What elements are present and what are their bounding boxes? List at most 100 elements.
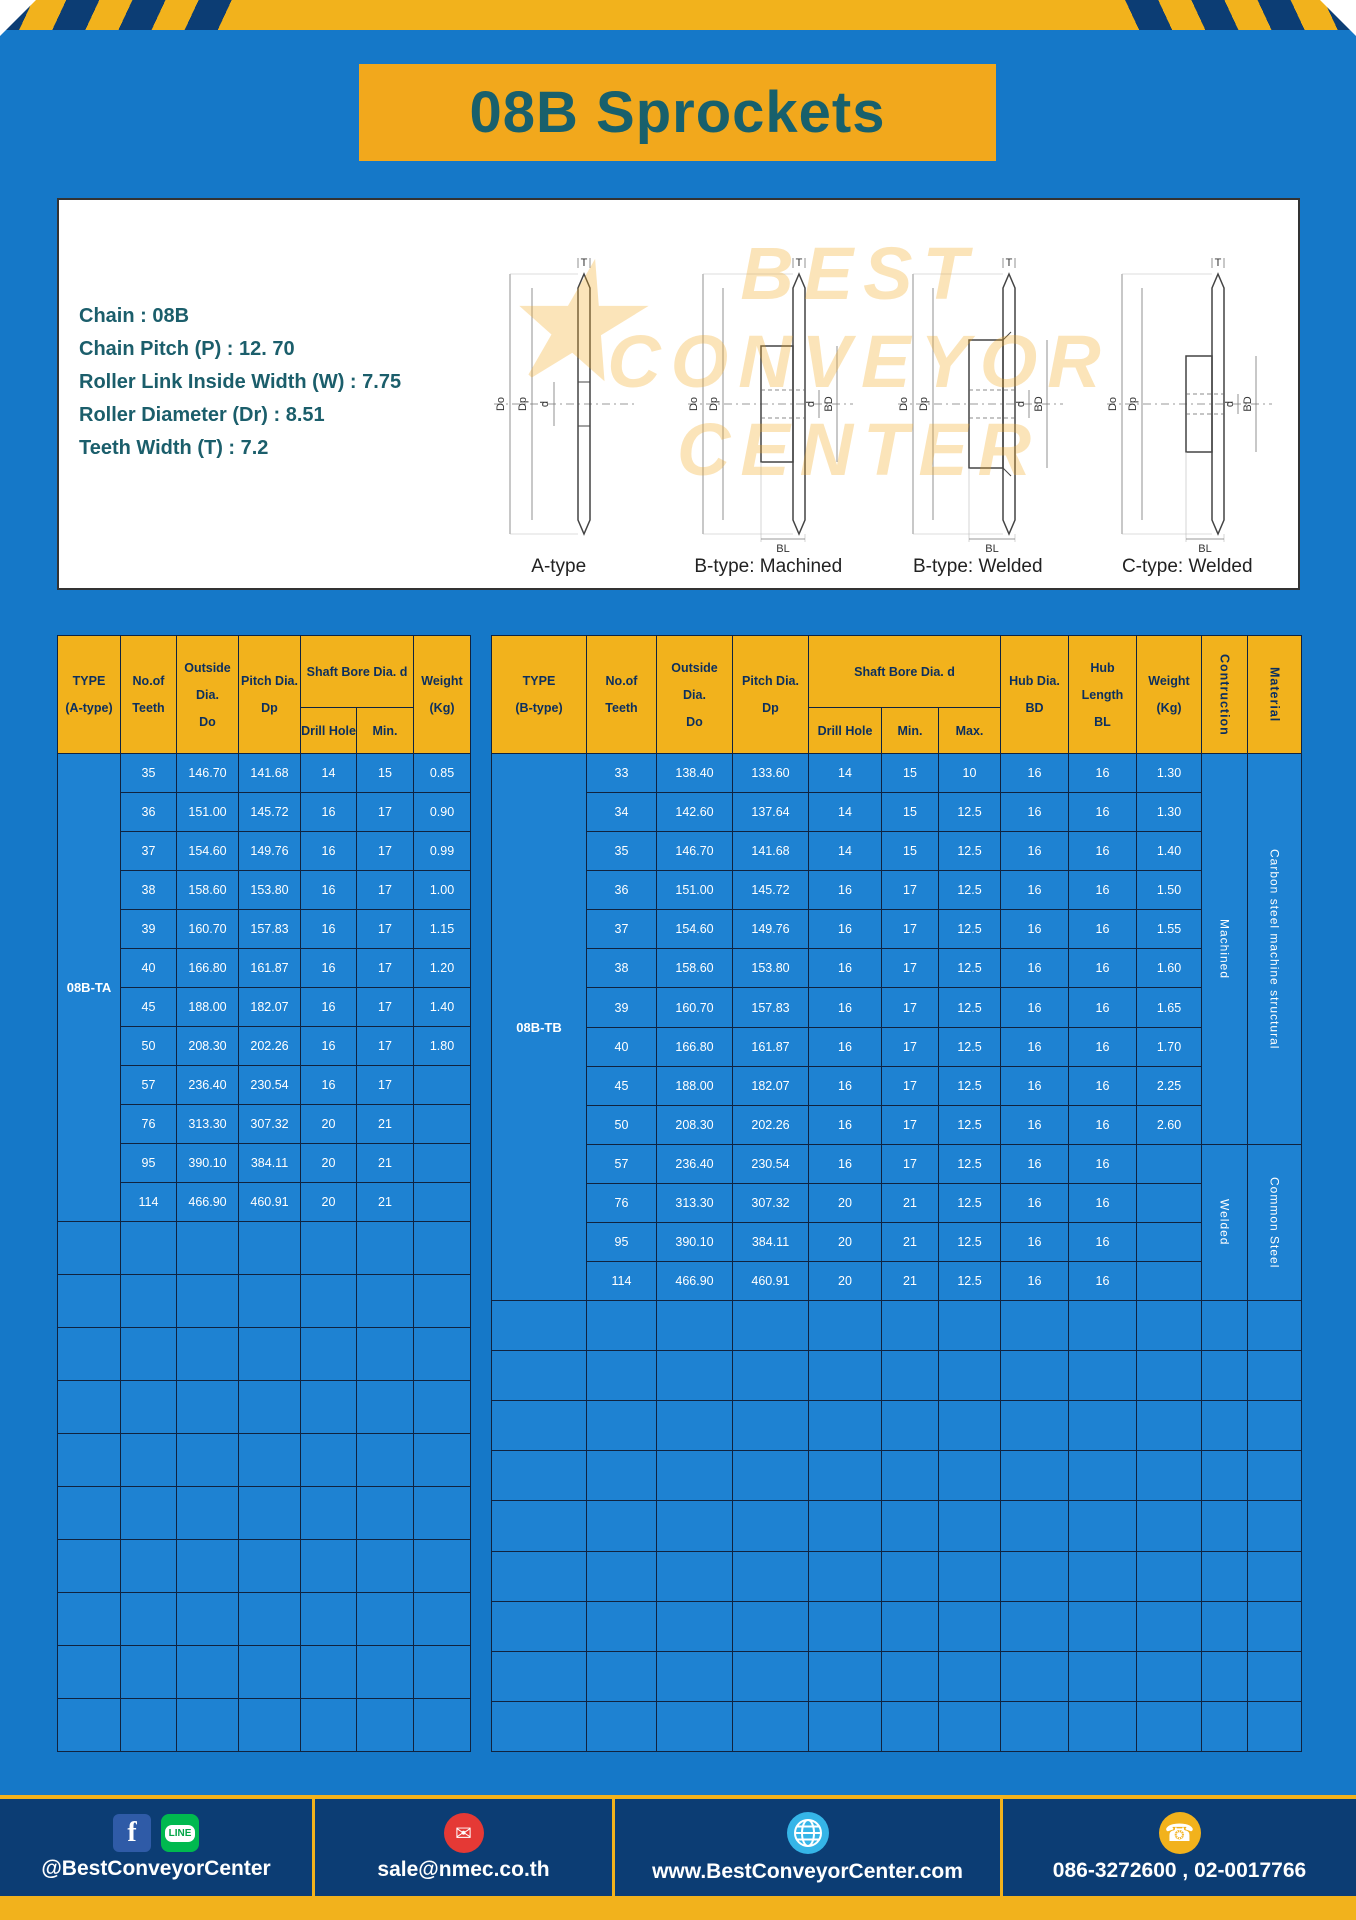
- footer-divider: [0, 1795, 1356, 1799]
- construction-cell: Welded: [1201, 1143, 1248, 1302]
- hazard-stripes-right: [1106, 0, 1356, 30]
- dim-label-bd: BD: [823, 396, 835, 411]
- cell: [176, 1433, 239, 1487]
- col-header-hub-length: Hub Length BL: [1068, 635, 1137, 754]
- cell: 182.07: [238, 987, 301, 1027]
- cell: 1.65: [1136, 987, 1202, 1028]
- cell: 16: [1068, 752, 1137, 794]
- cell: 114: [586, 1261, 657, 1302]
- empty-row: [57, 1486, 471, 1540]
- cell: [656, 1700, 733, 1753]
- cell: 151.00: [176, 792, 239, 832]
- spec-line: Roller Diameter (Dr) : 8.51: [79, 404, 325, 426]
- cell: [238, 1327, 301, 1381]
- globe-icon[interactable]: [786, 1811, 830, 1855]
- cell: 16: [1000, 1026, 1069, 1067]
- cell: [413, 1182, 471, 1222]
- cell: 95: [120, 1143, 177, 1183]
- cell: [238, 1539, 301, 1593]
- cell: 16: [808, 909, 882, 950]
- cell: 1.60: [1136, 948, 1202, 989]
- cell: 160.70: [176, 909, 239, 949]
- cell: [413, 1065, 471, 1105]
- dim-label-bl: BL: [985, 543, 998, 554]
- cell: [656, 1550, 733, 1602]
- cell: 16: [1000, 1143, 1069, 1184]
- cell: [1068, 1650, 1137, 1702]
- cell: [176, 1221, 239, 1275]
- cell: 166.80: [176, 948, 239, 988]
- cell: 149.76: [732, 909, 809, 950]
- cell: [491, 1550, 587, 1602]
- cell: 76: [586, 1182, 657, 1223]
- chain-specs: Chain : 08B Chain Pitch (P) : 12. 70 Rol…: [79, 300, 401, 465]
- cell: [1201, 1450, 1248, 1502]
- cell: 10: [938, 752, 1001, 794]
- facebook-icon[interactable]: f: [113, 1814, 151, 1852]
- cell: [1000, 1500, 1069, 1552]
- cell: [238, 1221, 301, 1275]
- mail-icon[interactable]: ✉: [443, 1813, 484, 1853]
- sprocket-drawing-a: T Do Dp d: [493, 257, 634, 536]
- cell: 0.85: [413, 753, 471, 793]
- cell: [57, 1539, 121, 1593]
- cell: 154.60: [656, 909, 733, 950]
- cell: [120, 1221, 177, 1275]
- cell: 202.26: [732, 1104, 809, 1145]
- cell: [586, 1450, 657, 1502]
- cell: 158.60: [656, 948, 733, 989]
- cell: 16: [808, 948, 882, 989]
- dim-label-t: T: [796, 257, 803, 269]
- col-header-shaft-bore: Shaft Bore Dia. d: [300, 635, 414, 708]
- cell: 45: [120, 987, 177, 1027]
- cell: [656, 1500, 733, 1552]
- cell: [238, 1274, 301, 1328]
- table-row: 39 160.70 157.83 16 17 1.15: [58, 909, 471, 949]
- sprocket-drawing-b-welded: T Do Dp d BD BL: [897, 257, 1063, 554]
- cell: 40: [120, 948, 177, 988]
- cell: 40: [586, 1026, 657, 1067]
- social-handle[interactable]: @BestConveyorCenter: [41, 1857, 271, 1880]
- cell: 16: [808, 1143, 882, 1184]
- cell: [881, 1450, 939, 1502]
- empty-row: [491, 1650, 1302, 1702]
- cell: [1136, 1300, 1202, 1352]
- cell: [938, 1550, 1001, 1602]
- cell: 95: [586, 1221, 657, 1263]
- cell: [881, 1550, 939, 1602]
- dim-label-d: d: [805, 401, 817, 407]
- empty-row: [491, 1500, 1302, 1552]
- phone-numbers[interactable]: 086-3272600 , 02-0017766: [1052, 1859, 1307, 1882]
- cell: 16: [300, 831, 357, 871]
- cell: 45: [586, 1065, 657, 1106]
- cell: [881, 1400, 939, 1452]
- material-cell-label: Common Steel: [1267, 1176, 1282, 1269]
- website-url[interactable]: www.BestConveyorCenter.com: [652, 1860, 963, 1883]
- cell: 14: [808, 792, 882, 833]
- cell: [732, 1350, 809, 1402]
- phone-icon[interactable]: ☎: [1158, 1812, 1201, 1854]
- cell: 146.70: [656, 831, 733, 872]
- cell: 12.5: [938, 870, 1001, 911]
- spec-tables: TYPE (A-type) No.of Teeth Outside Dia. D…: [57, 635, 1302, 1753]
- cell: [1068, 1550, 1137, 1602]
- cell: [356, 1486, 414, 1540]
- email-address[interactable]: sale@nmec.co.th: [377, 1858, 550, 1881]
- cell: [176, 1486, 239, 1540]
- cell: [586, 1400, 657, 1452]
- cell: 39: [120, 909, 177, 949]
- cell: 160.70: [656, 987, 733, 1028]
- cell: 133.60: [732, 752, 809, 794]
- cell: 33: [586, 752, 657, 794]
- cell: 57: [586, 1143, 657, 1184]
- cell: 141.68: [732, 831, 809, 872]
- line-icon[interactable]: LINE: [161, 1814, 199, 1852]
- dim-label-t: T: [580, 257, 587, 269]
- cell: 158.60: [176, 870, 239, 910]
- cell: 307.32: [732, 1182, 809, 1223]
- cell: 16: [1000, 1065, 1069, 1106]
- cell: 16: [1068, 1065, 1137, 1106]
- sprocket-drawing-b-machined: T Do Dp d BD BL: [688, 257, 854, 554]
- table-row: 114 466.90 460.91 20 21: [58, 1182, 471, 1222]
- dim-label-do: Do: [688, 397, 700, 411]
